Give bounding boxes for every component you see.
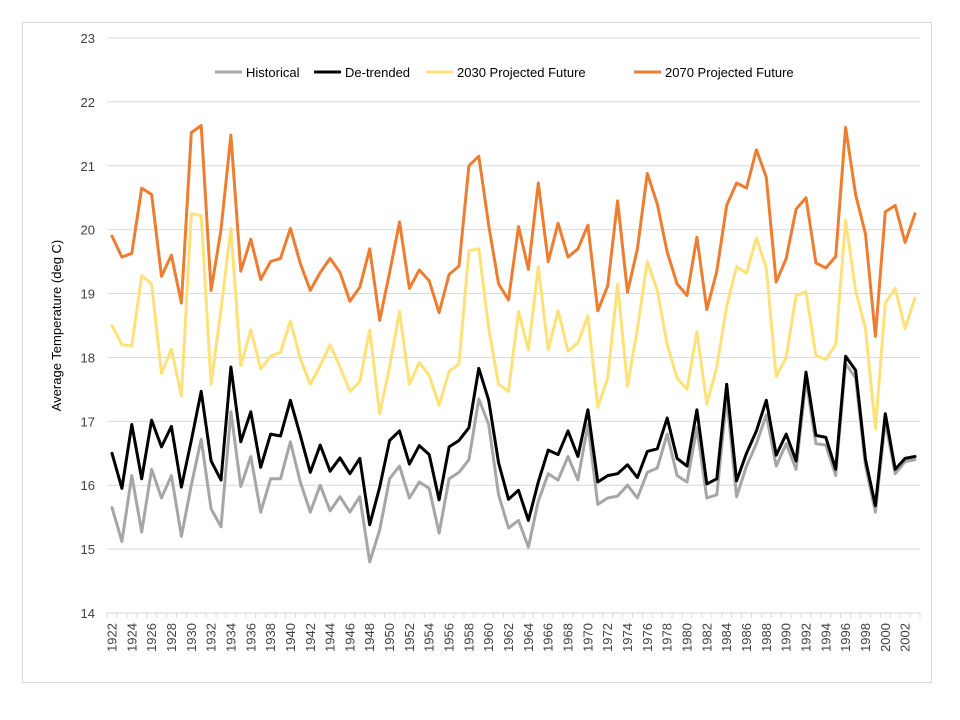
x-tick-label: 1932	[204, 623, 219, 652]
x-tick-label: 1938	[263, 623, 278, 652]
x-tick-label: 1978	[660, 623, 675, 652]
x-tick-label: 1984	[719, 623, 734, 652]
y-tick-label: 20	[81, 223, 95, 238]
x-tick-label: 1966	[541, 623, 556, 652]
y-tick-label: 19	[81, 287, 95, 302]
y-axis-title: Average Temperature (deg C)	[49, 240, 64, 412]
x-tick-label: 1950	[382, 623, 397, 652]
x-tick-label: 1974	[620, 623, 635, 652]
x-tick-label: 1924	[124, 623, 139, 652]
x-tick-label: 1942	[303, 623, 318, 652]
series-line-2070-projected-future	[110, 124, 917, 338]
x-tick-label: 1982	[699, 623, 714, 652]
y-tick-label: 21	[81, 159, 95, 174]
x-tick-label: 1940	[283, 623, 298, 652]
x-tick-label: 1956	[442, 623, 457, 652]
x-tick-label: 2002	[898, 623, 913, 652]
x-axis: 1922 1924 1926 1928 1930 1932 1934 1936 1938 1940…	[104, 613, 921, 652]
y-tick-label: 14	[81, 606, 95, 621]
x-tick-label: 1994	[818, 623, 833, 652]
x-tick-label: 1944	[323, 623, 338, 652]
legend-label: De-trended	[345, 65, 410, 80]
x-tick-label: 1926	[144, 623, 159, 652]
gridlines	[107, 37, 920, 614]
x-tick-label: 1964	[521, 623, 536, 652]
x-tick-label: 1968	[561, 623, 576, 652]
x-tick-label: 1962	[501, 623, 516, 652]
y-tick-label: 23	[81, 31, 95, 46]
y-tick-label: 22	[81, 95, 95, 110]
x-tick-label: 2000	[878, 623, 893, 652]
chart-frame: 14 15 16 17 18 19 20 21 22 23 1922 1924 1926 1928 193…	[22, 22, 932, 683]
series-lines	[110, 124, 917, 564]
legend-label: Historical	[246, 65, 300, 80]
series-line-de-trended	[110, 354, 917, 527]
x-tick-label: 1976	[640, 623, 655, 652]
x-tick-label: 1960	[481, 623, 496, 652]
x-tick-label: 1996	[838, 623, 853, 652]
x-tick-label: 1970	[580, 623, 595, 652]
legend-label: 2070 Projected Future	[665, 65, 794, 80]
x-tick-label: 1986	[739, 623, 754, 652]
x-tick-label: 1998	[858, 623, 873, 652]
y-tick-label: 15	[81, 542, 95, 557]
legend: Historical De-trended 2030 Projected Futur…	[215, 65, 794, 80]
y-tick-label: 16	[81, 478, 95, 493]
y-tick-label: 18	[81, 350, 95, 365]
series-line-2030-projected-future	[110, 212, 917, 431]
x-tick-label: 1958	[461, 623, 476, 652]
line-chart: 14 15 16 17 18 19 20 21 22 23 1922 1924 1926 1928 193…	[49, 31, 921, 652]
x-tick-label: 1980	[680, 623, 695, 652]
x-tick-label: 1936	[243, 623, 258, 652]
x-tick-label: 1922	[104, 623, 119, 652]
y-tick-label: 17	[81, 414, 95, 429]
x-tick-label: 1988	[759, 623, 774, 652]
x-tick-label: 1972	[600, 623, 615, 652]
x-tick-label: 1928	[164, 623, 179, 652]
y-axis: 14 15 16 17 18 19 20 21 22 23	[81, 31, 95, 621]
x-tick-label: 1948	[362, 623, 377, 652]
x-tick-label: 1954	[422, 623, 437, 652]
x-tick-label: 1990	[779, 623, 794, 652]
x-tick-label: 1934	[223, 623, 238, 652]
legend-label: 2030 Projected Future	[457, 65, 586, 80]
x-tick-label: 1992	[798, 623, 813, 652]
x-tick-label: 1946	[342, 623, 357, 652]
x-tick-label: 1952	[402, 623, 417, 652]
series-line-historical	[110, 362, 917, 564]
x-tick-label: 1930	[184, 623, 199, 652]
